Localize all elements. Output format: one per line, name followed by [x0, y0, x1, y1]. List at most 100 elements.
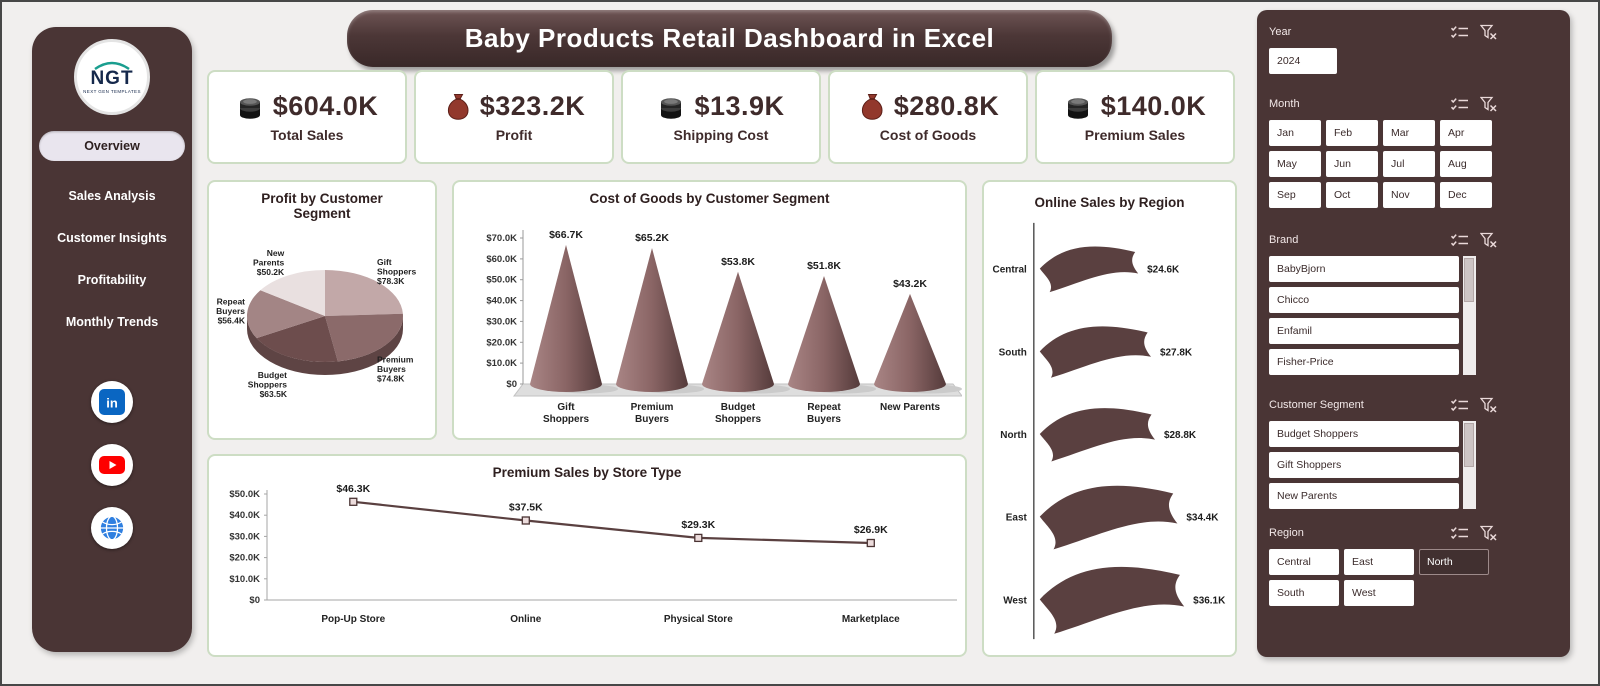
y-tick-label: $30.0K	[486, 316, 517, 327]
clear-filter-button[interactable]	[1480, 397, 1497, 413]
slicer-item-west[interactable]: West	[1344, 580, 1414, 606]
slicer-icons	[1450, 24, 1497, 40]
clear-filter-button[interactable]	[1480, 525, 1497, 541]
slicer-item-south[interactable]: South	[1269, 580, 1339, 606]
slicer-item-jun[interactable]: Jun	[1326, 151, 1378, 177]
sidebar-item-monthly-trends[interactable]: Monthly Trends	[65, 315, 159, 329]
slicer-item-dec[interactable]: Dec	[1440, 182, 1492, 208]
pie-chart-title: Profit by Customer Segment	[261, 191, 383, 221]
slicer-item-sep[interactable]: Sep	[1269, 182, 1321, 208]
youtube-icon	[99, 456, 125, 474]
pie-data-label: New	[267, 248, 285, 258]
kpi-value: $13.9K	[694, 91, 785, 121]
sidebar-item-customer-insights[interactable]: Customer Insights	[57, 231, 167, 245]
kpi-value: $140.0K	[1100, 91, 1207, 121]
slicer-customer-segment: Customer Segment Budget Shoppers Gift Shop…	[1269, 397, 1570, 509]
sidebar-item-profitability[interactable]: Profitability	[77, 273, 147, 287]
clear-filter-button[interactable]	[1480, 24, 1497, 40]
slicer-item-may[interactable]: May	[1269, 151, 1321, 177]
y-tick-label: $20.0K	[486, 337, 517, 348]
scrollbar-thumb[interactable]	[1464, 423, 1474, 467]
x-category-label: Shoppers	[715, 414, 762, 425]
slicer-item-east[interactable]: East	[1344, 549, 1414, 575]
slicer-item-chicco[interactable]: Chicco	[1269, 287, 1459, 313]
cone-bar-gift-shoppers	[530, 244, 602, 392]
social-links: in	[91, 381, 133, 549]
multiselect-icon	[1450, 25, 1468, 38]
slicer-month: Month Jan Feb Mar Apr May Jun Jul Aug Sep Oct Nov De…	[1269, 96, 1570, 208]
y-tick-label: $0	[506, 379, 517, 390]
multiselect-button[interactable]	[1450, 97, 1469, 112]
scrollbar[interactable]	[1463, 421, 1476, 509]
slicer-item-new-parents[interactable]: New Parents	[1269, 483, 1459, 509]
pie-data-label: Premium	[377, 354, 414, 364]
data-label: $46.3K	[336, 483, 370, 495]
cone-chart: $0 $10.0K $20.0K $30.0K $40.0K $50.0K $60.0K $7…	[454, 206, 965, 438]
scrollbar[interactable]	[1463, 256, 1476, 375]
pie-slice-new-parents	[260, 270, 325, 316]
multiselect-icon	[1450, 97, 1468, 110]
line-series	[353, 500, 871, 545]
funnel-shape-west	[1039, 566, 1185, 634]
slicer-item-nov[interactable]: Nov	[1383, 182, 1435, 208]
slicer-item-oct[interactable]: Oct	[1326, 182, 1378, 208]
multiselect-icon	[1450, 398, 1468, 411]
scrollbar-thumb[interactable]	[1464, 258, 1474, 302]
slicer-item-aug[interactable]: Aug	[1440, 151, 1492, 177]
slicer-item-mar[interactable]: Mar	[1383, 120, 1435, 146]
multiselect-button[interactable]	[1450, 25, 1469, 40]
x-category-label: Physical Store	[664, 614, 733, 625]
linkedin-button[interactable]: in	[91, 381, 133, 423]
logo-text: NGT	[90, 67, 134, 89]
y-tick-label: $70.0K	[486, 233, 517, 244]
pie-data-label: $63.5K	[260, 389, 288, 399]
line-chart-title: Premium Sales by Store Type	[492, 465, 682, 480]
line-marker	[694, 533, 703, 543]
kpi-card-cost-of-goods: $280.8K Cost of Goods	[828, 70, 1028, 164]
slicer-item-apr[interactable]: Apr	[1440, 120, 1492, 146]
data-label: $65.2K	[635, 232, 669, 244]
pie-slice-gift-shoppers	[325, 270, 403, 316]
sidebar-item-overview[interactable]: Overview	[39, 131, 185, 161]
slicer-item-fisher-price[interactable]: Fisher-Price	[1269, 349, 1459, 375]
funnel-chart: Central $24.6K South $27.8K North $28.8K East $…	[984, 210, 1235, 650]
sidebar: NGT NEXT GEN TEMPLATES Overview Sales Ana…	[32, 27, 192, 652]
clear-filter-button[interactable]	[1480, 96, 1497, 112]
slicer-item-gift-shoppers[interactable]: Gift Shoppers	[1269, 452, 1459, 478]
line-chart-panel: Premium Sales by Store Type $0 $10.0K $20.…	[207, 454, 967, 657]
clear-filter-button[interactable]	[1480, 232, 1497, 248]
kpi-value: $280.8K	[893, 91, 1000, 121]
slicer-header: Customer Segment	[1269, 397, 1497, 413]
website-button[interactable]	[91, 507, 133, 549]
slicer-item-babybjorn[interactable]: BabyBjorn	[1269, 256, 1459, 282]
slicer-label: Month	[1269, 98, 1300, 110]
multiselect-icon	[1450, 526, 1468, 539]
cone-chart-title: Cost of Goods by Customer Segment	[589, 191, 830, 206]
slicer-item-jul[interactable]: Jul	[1383, 151, 1435, 177]
y-tick-label: $10.0K	[229, 574, 260, 585]
multiselect-button[interactable]	[1450, 233, 1469, 248]
multiselect-button[interactable]	[1450, 526, 1469, 541]
slicer-item-jan[interactable]: Jan	[1269, 120, 1321, 146]
slicer-item-budget-shoppers[interactable]: Budget Shoppers	[1269, 421, 1459, 447]
sidebar-item-sales-analysis[interactable]: Sales Analysis	[68, 189, 156, 203]
coins-icon	[239, 97, 260, 119]
multiselect-button[interactable]	[1450, 398, 1469, 413]
kpi-value: $604.0K	[272, 91, 379, 121]
slicer-label: Brand	[1269, 234, 1299, 246]
youtube-button[interactable]	[91, 444, 133, 486]
pie-data-label: Parents	[253, 257, 284, 267]
slicer-item-2024[interactable]: 2024	[1269, 48, 1337, 74]
slicer-year: Year 2024	[1269, 24, 1570, 74]
slicer-item-central[interactable]: Central	[1269, 549, 1339, 575]
pie-chart-panel: Profit by Customer Segment Gift Shoppers $…	[207, 180, 437, 440]
y-category-label: Central	[993, 265, 1028, 276]
slicer-item-enfamil[interactable]: Enfamil	[1269, 318, 1459, 344]
pie-data-label: $78.3K	[377, 276, 405, 286]
slicer-item-feb[interactable]: Feb	[1326, 120, 1378, 146]
slicer-item-north[interactable]: North	[1419, 549, 1489, 575]
y-category-label: South	[999, 347, 1027, 358]
pie-data-label: Buyers	[216, 306, 245, 316]
x-category-label: Buyers	[807, 414, 841, 425]
